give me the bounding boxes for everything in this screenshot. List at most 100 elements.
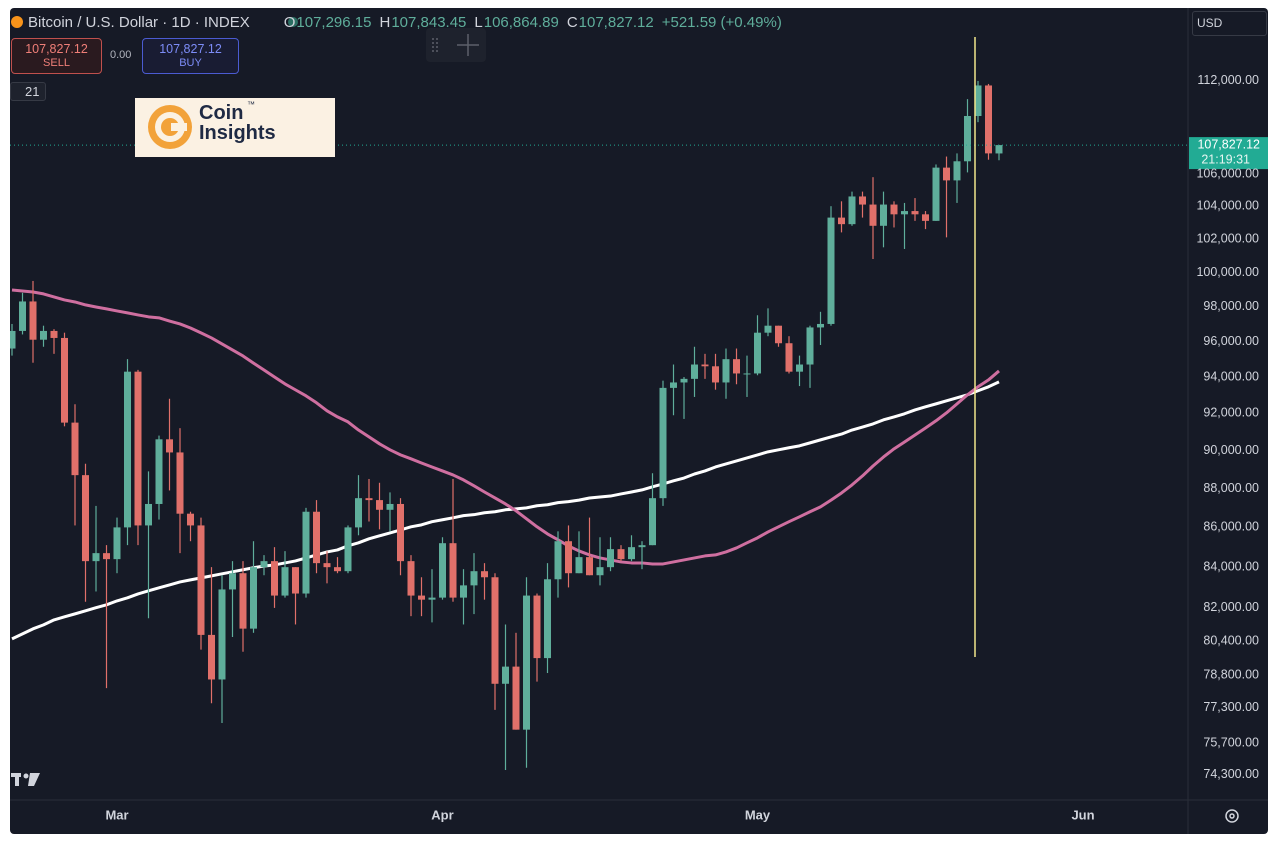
candle-body xyxy=(806,327,814,365)
candle-body xyxy=(439,543,446,598)
open-key: O xyxy=(283,13,296,31)
candle-body xyxy=(922,214,929,221)
buy-button[interactable]: 107,827.12 BUY xyxy=(142,38,239,74)
watermark-logo: Coin ™ Insights xyxy=(135,98,335,157)
candle-body xyxy=(995,145,1003,154)
candle-body xyxy=(397,503,404,562)
moving-average-line xyxy=(11,380,1000,641)
y-tick-label: 84,000.00 xyxy=(1203,559,1259,573)
candle-body xyxy=(859,196,866,205)
candle-body xyxy=(638,545,646,548)
candle-body xyxy=(61,337,68,423)
candle-body xyxy=(880,204,887,226)
indicator-value: 21 xyxy=(25,84,40,99)
y-tick-label: 82,000.00 xyxy=(1203,600,1259,614)
candle-body xyxy=(701,364,709,367)
moving-average-line xyxy=(11,288,1000,566)
high-value: 107,843.45 xyxy=(391,13,467,31)
logo-icon xyxy=(148,105,192,149)
last-price-box xyxy=(1189,137,1268,170)
candle-body xyxy=(890,204,898,215)
candle-body xyxy=(628,547,635,560)
change-value: +521.59 (+0.49%) xyxy=(661,13,782,31)
candle-body xyxy=(680,378,688,383)
candle-body xyxy=(260,561,268,568)
y-tick-label: 92,000.00 xyxy=(1203,406,1259,420)
candle-body xyxy=(586,557,593,576)
candle-body xyxy=(743,373,751,375)
y-tick-label: 80,400.00 xyxy=(1203,633,1259,647)
candle-body xyxy=(50,330,58,338)
logo-text-1: Coin xyxy=(199,102,244,124)
candle-body xyxy=(29,301,37,340)
candle-body xyxy=(155,439,163,504)
candle-body xyxy=(785,343,793,372)
tradingview-logo xyxy=(11,773,40,786)
candle-body xyxy=(302,511,310,594)
y-tick-label: 86,000.00 xyxy=(1203,520,1259,534)
candle-body xyxy=(649,498,656,546)
buy-price: 107,827.12 xyxy=(159,42,222,56)
candle-body xyxy=(386,503,394,510)
candle-body xyxy=(229,573,236,590)
bitcoin-icon xyxy=(11,16,23,28)
close-value: 107,827.12 xyxy=(578,13,654,31)
candle-body xyxy=(796,364,803,372)
x-tick-label: May xyxy=(745,807,771,822)
candle-body xyxy=(10,330,16,349)
candle-body xyxy=(19,301,26,331)
candle-body xyxy=(733,359,740,374)
candle-body xyxy=(92,553,100,562)
indicator-toggle[interactable]: 21 xyxy=(10,82,46,101)
x-tick-label: Apr xyxy=(431,807,453,822)
candle-body xyxy=(103,553,110,560)
candle-body xyxy=(943,167,950,181)
candle-body xyxy=(166,439,173,453)
candle-body xyxy=(670,382,677,388)
candle-body xyxy=(869,204,877,226)
candle-body xyxy=(355,498,362,528)
candle-body xyxy=(124,371,131,528)
candle-body xyxy=(827,217,835,324)
candle-body xyxy=(418,595,425,600)
candle-body xyxy=(40,330,47,340)
candle-body xyxy=(974,85,982,116)
symbol: Bitcoin / U.S. Dollar · 1D · INDEX xyxy=(28,13,250,31)
candle-body xyxy=(281,567,289,596)
low-key: L xyxy=(474,13,483,31)
candle-body xyxy=(208,634,215,680)
candle-body xyxy=(344,527,352,572)
candle-body xyxy=(764,325,772,333)
candle-body xyxy=(407,561,415,596)
candle-body xyxy=(250,567,257,629)
candle-body xyxy=(544,579,551,659)
candle-body xyxy=(964,115,971,162)
spread: 0.00 xyxy=(110,49,132,61)
sell-button[interactable]: 107,827.12 SELL xyxy=(11,38,102,74)
candle-body xyxy=(113,527,121,560)
y-tick-label: 77,300.00 xyxy=(1203,700,1259,714)
drawing-toolbar[interactable] xyxy=(426,28,486,62)
candle-body xyxy=(176,452,184,514)
logo-text-2: Insights xyxy=(199,122,276,144)
open-value: 107,296.15 xyxy=(296,13,372,31)
candle-body xyxy=(848,196,856,225)
candle-body xyxy=(134,371,142,526)
candle-body xyxy=(292,567,299,594)
settings-icon[interactable] xyxy=(1225,809,1239,823)
currency-select[interactable]: USD xyxy=(1192,11,1267,36)
candle-body xyxy=(145,503,152,526)
y-tick-label: 112,000.00 xyxy=(1197,73,1259,87)
candle-body xyxy=(523,595,530,730)
candle-body xyxy=(71,422,79,476)
y-tick-label: 78,800.00 xyxy=(1203,667,1259,681)
candle-body xyxy=(901,211,908,215)
candle-body xyxy=(607,549,614,568)
y-tick-label: 100,000.00 xyxy=(1196,265,1259,279)
y-tick-label: 106,000.00 xyxy=(1196,166,1259,180)
candle-body xyxy=(565,541,572,574)
candle-body xyxy=(838,217,845,225)
candle-body xyxy=(334,567,341,572)
